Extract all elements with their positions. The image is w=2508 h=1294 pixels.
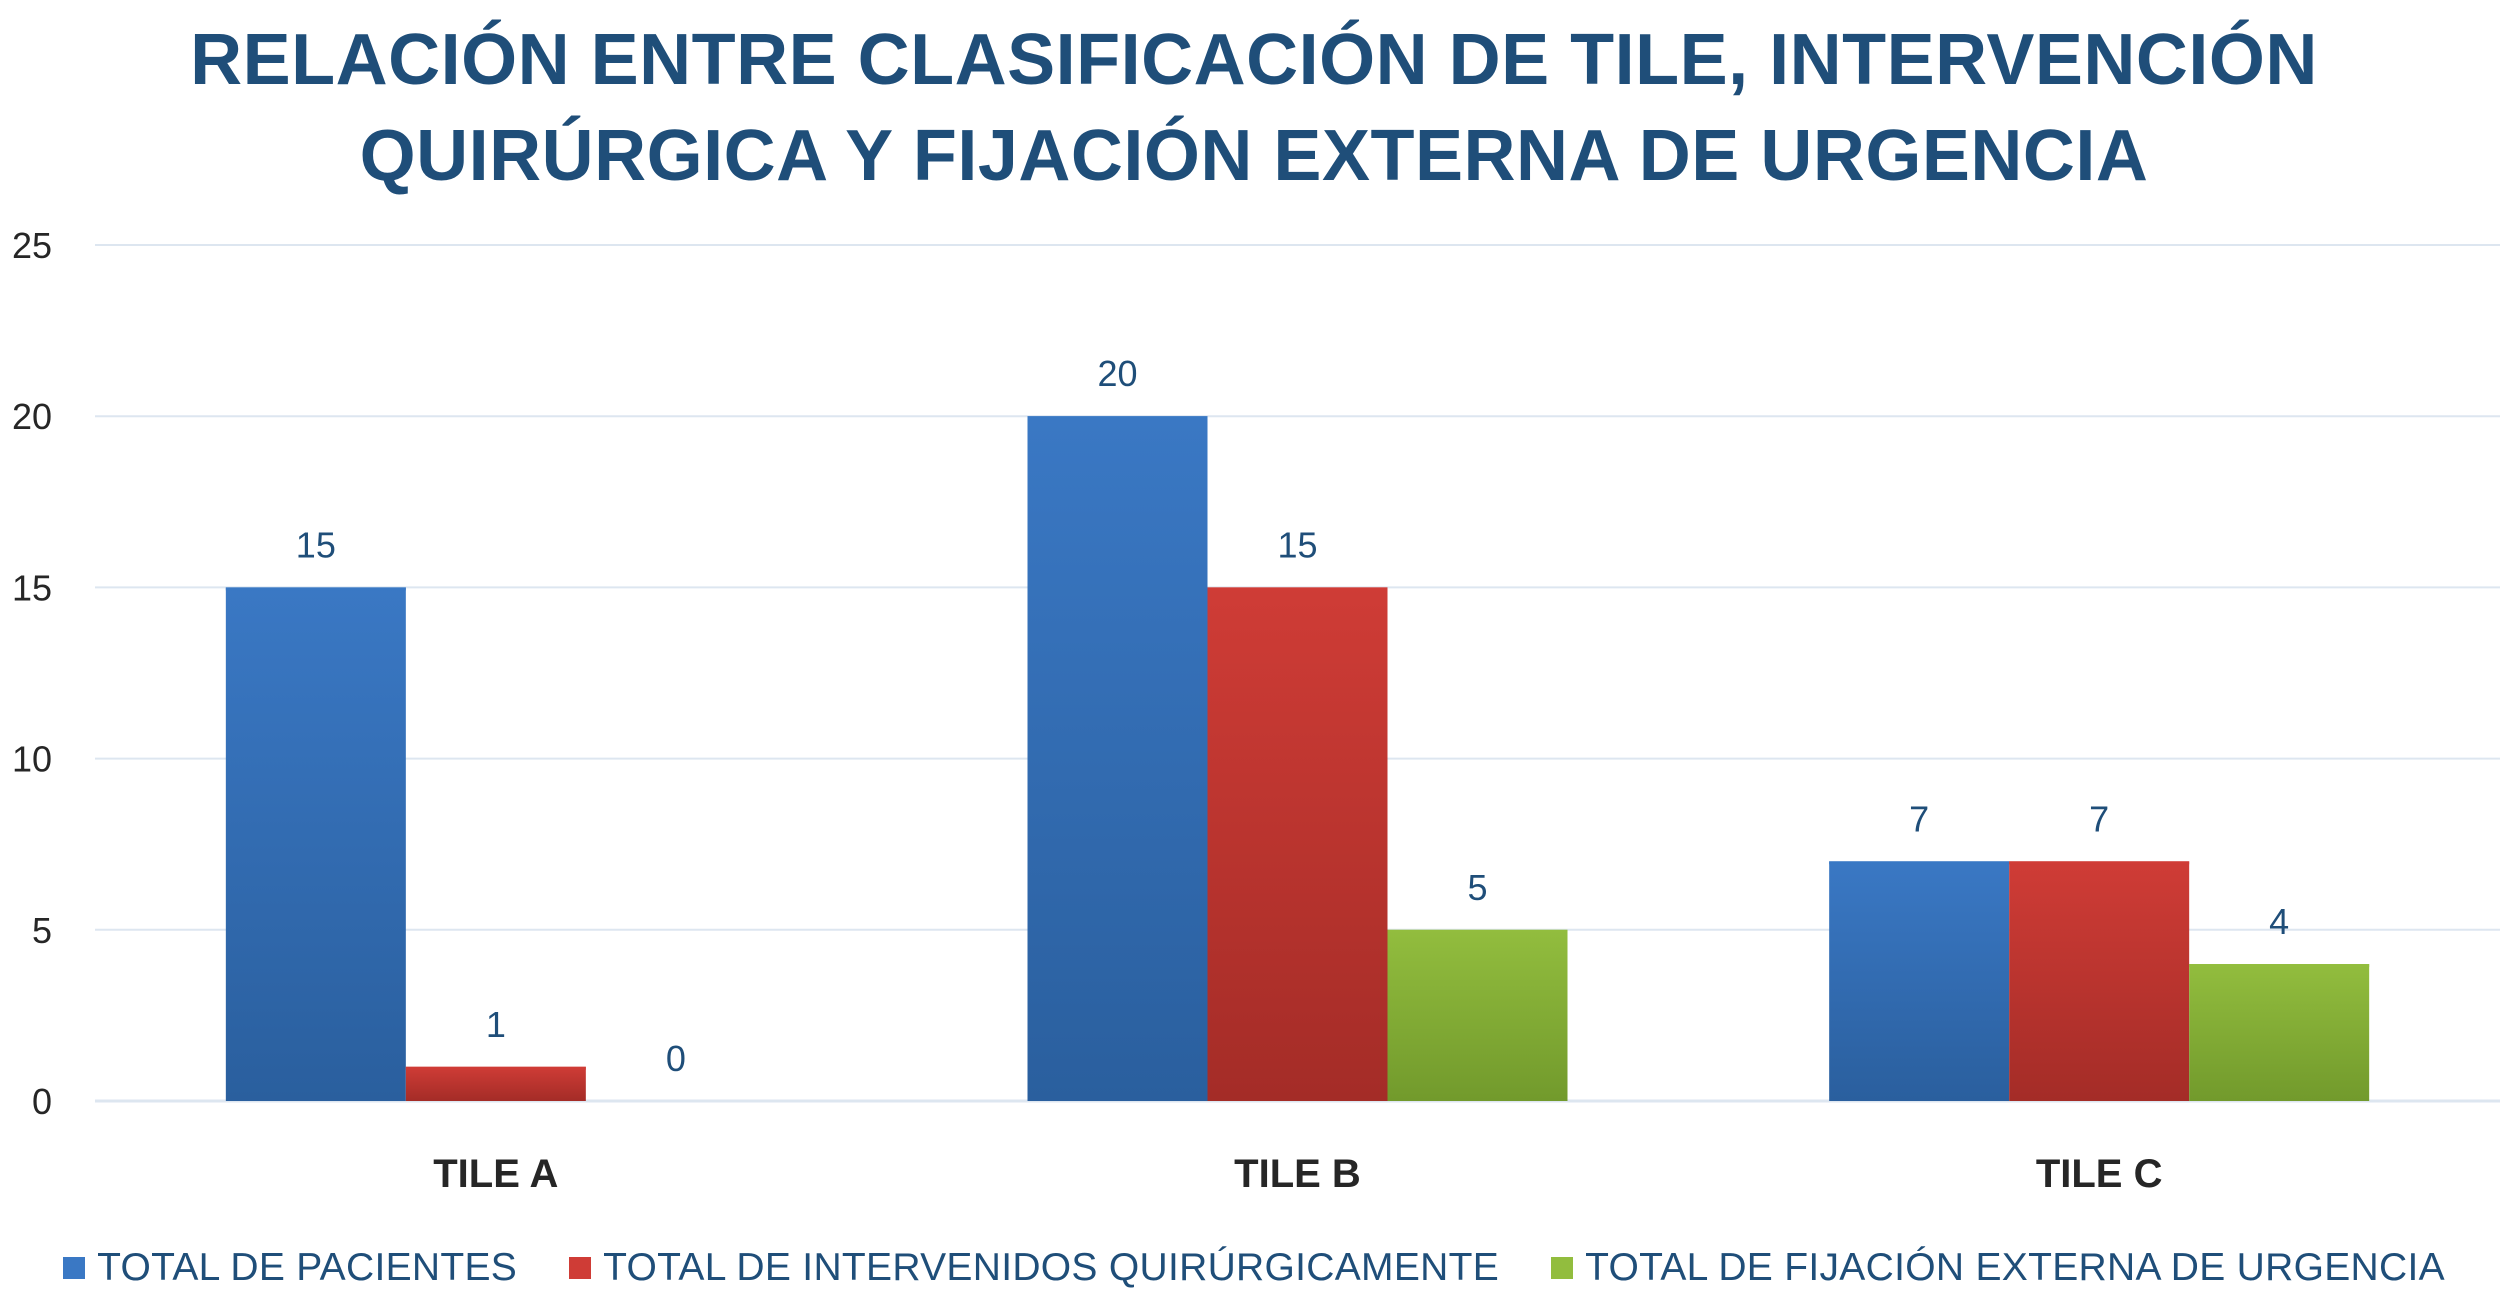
bar-top-edge: [405, 1066, 586, 1070]
legend-item: TOTAL DE PACIENTES: [63, 1246, 517, 1290]
bar-top-edge: [1207, 587, 1388, 591]
bar-top-edge: [1387, 929, 1568, 933]
x-tick-label: TILE B: [1234, 1152, 1361, 1196]
y-tick-label: 15: [12, 567, 52, 608]
bar-top-edge: [225, 587, 406, 591]
chart-title: RELACIÓN ENTRE CLASIFICACIÓN DE TILE, IN…: [0, 12, 2508, 204]
data-labels: 15 1 0 20 15 5 7 7 4: [296, 353, 2289, 1079]
bars: [225, 416, 2370, 1101]
data-label: 4: [2269, 901, 2289, 942]
bar-1-2: [1027, 416, 1208, 1101]
data-label: 7: [2089, 798, 2109, 839]
y-tick-label: 25: [12, 225, 52, 266]
data-label: 7: [1909, 798, 1929, 839]
legend-swatch: [63, 1257, 86, 1279]
bar-3-2: [1387, 929, 1568, 1101]
data-label: 20: [1097, 353, 1137, 394]
x-axis-ticks: TILE A TILE B TILE C: [433, 1152, 2162, 1196]
legend-swatch: [1551, 1257, 1574, 1279]
chart-title-line-1: RELACIÓN ENTRE CLASIFICACIÓN DE TILE, IN…: [190, 20, 2318, 100]
data-label: 0: [666, 1038, 686, 1079]
data-label: 15: [296, 524, 336, 565]
bar-top-edge: [2009, 861, 2190, 865]
data-label: 1: [486, 1004, 506, 1045]
y-tick-label: 10: [12, 739, 52, 780]
data-label: 15: [1277, 524, 1317, 565]
bar-1-1: [225, 587, 406, 1101]
y-axis-ticks: 0 5 10 15 20 25: [12, 225, 52, 1122]
legend-label: TOTAL DE PACIENTES: [97, 1246, 518, 1289]
x-tick-label: TILE A: [433, 1152, 558, 1196]
chart-title-line-2: QUIRÚRGICA Y FIJACIÓN EXTERNA DE URGENCI…: [359, 116, 2149, 196]
legend: TOTAL DE PACIENTES TOTAL DE INTERVENIDOS …: [0, 1246, 2508, 1290]
data-label: 5: [1467, 867, 1487, 908]
legend-item: TOTAL DE INTERVENIDOS QUIRÚRGICAMENTE: [569, 1246, 1499, 1290]
bar-top-edge: [2189, 964, 2370, 968]
bar-2-2: [1207, 587, 1388, 1101]
legend-swatch: [569, 1257, 592, 1279]
legend-label: TOTAL DE FIJACIÓN EXTERNA DE URGENCIA: [1585, 1246, 2445, 1289]
x-tick-label: TILE C: [2036, 1152, 2163, 1196]
bar-2-3: [2009, 861, 2190, 1101]
y-tick-label: 5: [32, 910, 52, 951]
bar-top-edge: [1027, 416, 1208, 420]
bar-2-1: [405, 1066, 586, 1101]
bar-1-3: [1829, 861, 2010, 1101]
legend-label: TOTAL DE INTERVENIDOS QUIRÚRGICAMENTE: [603, 1246, 1500, 1289]
bar-3-3: [2189, 964, 2370, 1101]
bar-top-edge: [1829, 861, 2010, 865]
y-tick-label: 0: [32, 1081, 52, 1122]
legend-item: TOTAL DE FIJACIÓN EXTERNA DE URGENCIA: [1551, 1246, 2445, 1290]
y-tick-label: 20: [12, 396, 52, 437]
